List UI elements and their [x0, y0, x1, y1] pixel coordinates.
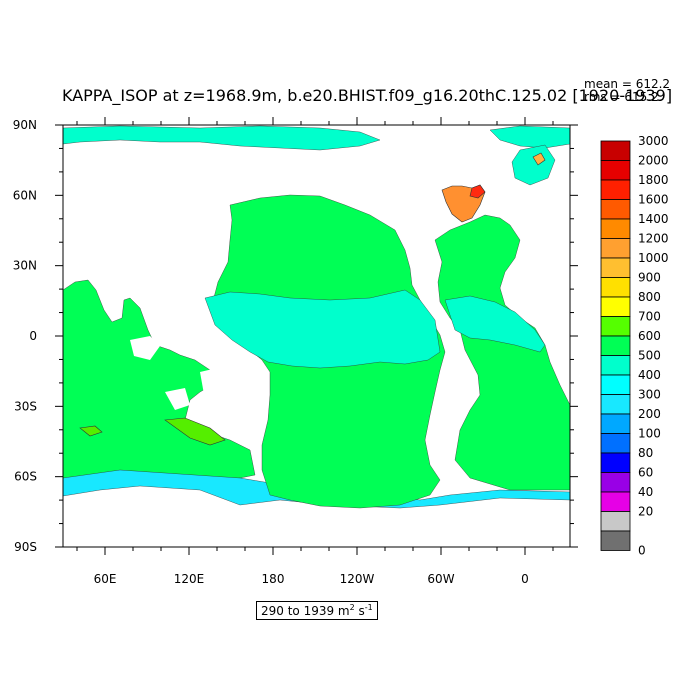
map-field: [63, 125, 570, 547]
islands: [130, 306, 262, 420]
colorbar-label: 2000: [638, 154, 669, 168]
arctic-ocean-east: [489, 125, 570, 149]
colorbar-swatch: [600, 335, 631, 356]
colorbar-swatch: [600, 394, 631, 415]
colorbar-swatch: [600, 452, 631, 473]
lon-label: 120W: [340, 572, 375, 586]
colorbar-label: 60: [638, 466, 653, 480]
colorbar-swatch: [600, 179, 631, 200]
lon-label: 60E: [94, 572, 117, 586]
colorbar-label: 100: [638, 427, 661, 441]
nordic-hotspot: [532, 152, 546, 166]
indian-high-contour: [164, 417, 226, 446]
colorbar-swatch: [600, 316, 631, 337]
equatorial-band: [204, 289, 441, 369]
colorbar-swatch: [600, 238, 631, 259]
colorbar-label: 800: [638, 290, 661, 304]
colorbar-label: 40: [638, 485, 653, 499]
mean-stat: mean = 612.2: [584, 77, 671, 91]
colorbar-swatch: [600, 472, 631, 493]
lon-label: 120E: [174, 572, 205, 586]
colorbar-swatch: [600, 277, 631, 298]
colorbar: 3000200018001600140012001000900800700600…: [600, 134, 669, 558]
colorbar-swatch: [600, 530, 631, 551]
nordic-seas: [511, 144, 556, 186]
colorbar-swatch: [600, 257, 631, 278]
colorbar-swatch: [600, 413, 631, 434]
plot-title: KAPPA_ISOP at z=1968.9m, b.e20.BHIST.f09…: [62, 86, 673, 105]
colorbar-label: 1400: [638, 212, 669, 226]
lat-label: 90S: [14, 540, 37, 554]
colorbar-label: 1000: [638, 251, 669, 265]
colorbar-label: 80: [638, 446, 653, 460]
atlantic-equatorial-band: [444, 295, 546, 353]
colorbar-label: 1600: [638, 193, 669, 207]
colorbar-swatch: [600, 199, 631, 220]
colorbar-label: 500: [638, 349, 661, 363]
lon-label: 0: [521, 572, 529, 586]
rms-stat: rms = 615.2: [584, 90, 659, 104]
colorbar-swatch: [600, 355, 631, 376]
colorbar-label: 600: [638, 329, 661, 343]
colorbar-label: 1800: [638, 173, 669, 187]
colorbar-label: 1200: [638, 232, 669, 246]
latitude-labels: 90N 60N 30N 0 30S 60S 90S: [13, 118, 37, 554]
axis-ticks: [55, 117, 578, 555]
lon-label: 60W: [427, 572, 454, 586]
lat-label: 60S: [14, 470, 37, 484]
colorbar-swatch: [600, 511, 631, 532]
colorbar-label: 3000: [638, 134, 669, 148]
lat-label: 30S: [14, 399, 37, 413]
colorbar-swatch: [600, 296, 631, 317]
colorbar-label: 300: [638, 388, 661, 402]
colorbar-label: 20: [638, 505, 653, 519]
colorbar-label: 400: [638, 368, 661, 382]
colorbar-swatch: [600, 433, 631, 454]
lat-label: 30N: [13, 259, 37, 273]
lat-label: 60N: [13, 188, 37, 202]
colorbar-swatch: [600, 374, 631, 395]
longitude-labels: 60E 120E 180 120W 60W 0: [94, 572, 529, 586]
colorbar-label: 0: [638, 544, 646, 558]
colorbar-swatch: [600, 160, 631, 181]
south-atlantic-contour: [79, 425, 103, 437]
arctic-ocean: [63, 125, 381, 151]
north-atlantic-hotspot-core: [469, 184, 486, 199]
lon-label: 180: [262, 572, 285, 586]
lat-label: 90N: [13, 118, 37, 132]
colorbar-label: 700: [638, 310, 661, 324]
colorbar-swatch: [600, 218, 631, 239]
colorbar-swatch: [600, 140, 631, 161]
colorbar-swatch: [600, 491, 631, 512]
colorbar-label: 200: [638, 407, 661, 421]
stats-block: mean = 612.2 rms = 615.2: [584, 78, 670, 104]
colorbar-label: 900: [638, 271, 661, 285]
range-label: 290 to 1939 m2 s-1: [256, 601, 378, 620]
lat-label: 0: [29, 329, 37, 343]
